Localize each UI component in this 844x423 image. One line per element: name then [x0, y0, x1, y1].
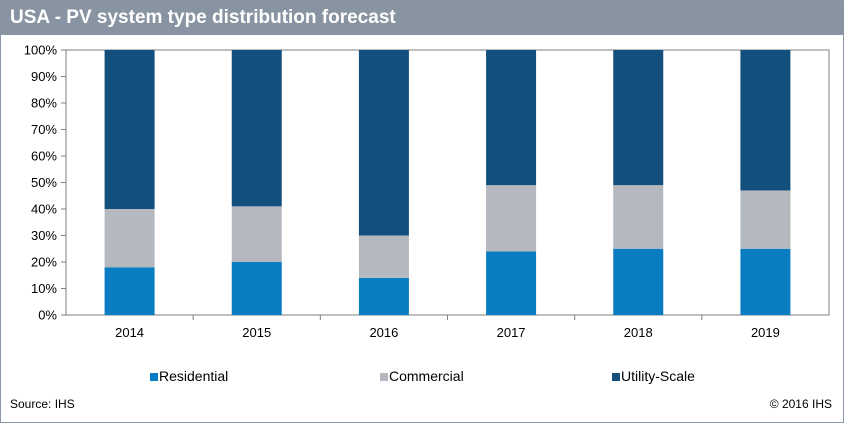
chart-title: USA - PV system type distribution foreca… [10, 7, 396, 28]
bar-commercial-2018 [613, 185, 664, 249]
bar-residential-2019 [740, 248, 791, 315]
bar-utility-scale-2015 [231, 50, 282, 207]
bar-utility-scale-2018 [613, 50, 664, 186]
legend-label: Utility-Scale [621, 368, 695, 384]
plot-area [65, 49, 830, 316]
legend-label: Commercial [389, 368, 464, 384]
bar-commercial-2016 [358, 235, 409, 278]
y-tick-label: 10% [31, 281, 57, 296]
legend-swatch-residential [150, 373, 158, 381]
bar-residential-2017 [486, 251, 537, 315]
x-tick-label: 2015 [242, 325, 271, 340]
x-tick-label: 2016 [369, 325, 398, 340]
y-tick-label: 30% [31, 228, 57, 243]
y-tick-label: 20% [31, 255, 57, 270]
bar-commercial-2014 [104, 209, 155, 268]
bar-commercial-2019 [740, 190, 791, 249]
x-tick-label: 2017 [497, 325, 526, 340]
copyright-note: © 2016 IHS [769, 397, 832, 411]
bar-residential-2018 [613, 248, 664, 315]
bar-residential-2016 [358, 277, 409, 315]
y-tick-label: 90% [31, 69, 57, 84]
x-tick-label: 2019 [751, 325, 780, 340]
bar-commercial-2015 [231, 206, 282, 262]
bar-commercial-2017 [486, 185, 537, 252]
x-tick-label: 2018 [624, 325, 653, 340]
bar-utility-scale-2014 [104, 50, 155, 209]
y-tick-label: 80% [31, 96, 57, 111]
legend-label: Residential [159, 368, 228, 384]
bar-residential-2015 [231, 262, 282, 315]
y-tick-label: 60% [31, 149, 57, 164]
y-tick-label: 70% [31, 122, 57, 137]
bar-residential-2014 [104, 267, 155, 315]
bar-utility-scale-2019 [740, 50, 791, 191]
bar-utility-scale-2016 [358, 50, 409, 236]
source-note: Source: IHS [10, 397, 75, 411]
y-tick-label: 40% [31, 202, 57, 217]
y-tick-label: 0% [38, 308, 57, 323]
x-tick-label: 2014 [115, 325, 144, 340]
y-tick-label: 50% [31, 175, 57, 190]
bar-utility-scale-2017 [486, 50, 537, 186]
title-bar: USA - PV system type distribution foreca… [1, 1, 843, 35]
legend-swatch-commercial [380, 373, 388, 381]
y-tick-label: 100% [24, 43, 58, 58]
legend-swatch-utility-scale [612, 373, 620, 381]
